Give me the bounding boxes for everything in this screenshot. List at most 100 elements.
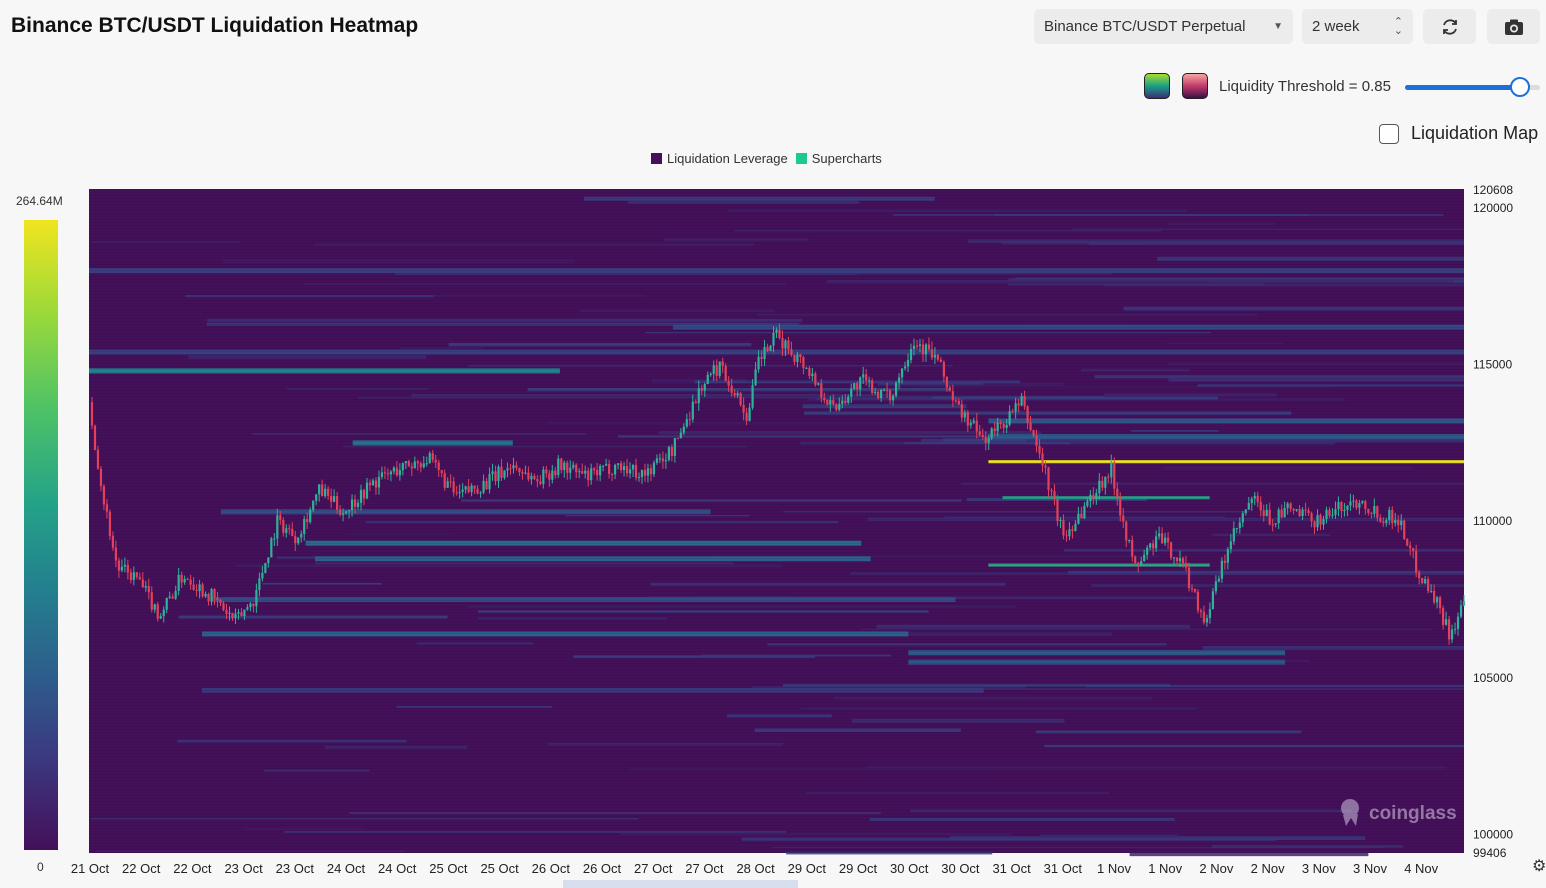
candle-body bbox=[1187, 567, 1191, 589]
candle-body bbox=[1008, 411, 1011, 425]
candle-body bbox=[144, 585, 147, 588]
candle-body bbox=[207, 593, 210, 602]
candle-body bbox=[1172, 557, 1176, 559]
candle-body bbox=[1253, 495, 1256, 499]
candle-body bbox=[285, 528, 288, 533]
candle-body bbox=[368, 482, 372, 486]
candle-body bbox=[1400, 520, 1403, 526]
candle-body bbox=[177, 574, 180, 591]
x-tick-label: 30 Oct bbox=[890, 861, 929, 876]
candle-body bbox=[593, 468, 596, 471]
candle-body bbox=[927, 344, 931, 350]
candle-body bbox=[1089, 494, 1092, 502]
legend-label: Liquidation Leverage bbox=[667, 151, 788, 166]
candle-body bbox=[1364, 501, 1367, 509]
colorbar bbox=[24, 220, 58, 850]
candle-body bbox=[1044, 465, 1047, 468]
time-navigator-brush[interactable] bbox=[563, 880, 798, 888]
screenshot-button[interactable] bbox=[1487, 9, 1540, 44]
candle-body bbox=[694, 401, 697, 404]
candle-body bbox=[330, 495, 333, 502]
candle-body bbox=[897, 377, 901, 383]
candle-body bbox=[987, 437, 990, 443]
range-select-value: 2 week bbox=[1312, 18, 1360, 35]
refresh-button[interactable] bbox=[1423, 9, 1476, 44]
candle-body bbox=[1053, 491, 1056, 499]
exchange-select[interactable]: Binance BTC/USDT Perpetual ▼ bbox=[1034, 9, 1293, 44]
legend-item-liquidation-leverage[interactable]: Liquidation Leverage bbox=[651, 151, 788, 166]
candle-body bbox=[1011, 411, 1014, 413]
candle-body bbox=[652, 462, 656, 475]
threshold-slider-knob[interactable] bbox=[1509, 77, 1530, 97]
candle-body bbox=[1328, 509, 1331, 516]
candle-body bbox=[521, 472, 524, 474]
candle-body bbox=[569, 467, 572, 473]
candle-body bbox=[874, 391, 877, 393]
candle-body bbox=[108, 511, 112, 536]
candle-body bbox=[673, 438, 676, 456]
candle-body bbox=[123, 564, 126, 567]
candle-body bbox=[216, 597, 219, 601]
candle-body bbox=[111, 535, 115, 548]
candle-body bbox=[1059, 519, 1062, 521]
candle-body bbox=[464, 486, 467, 490]
candle-body bbox=[279, 515, 282, 520]
x-tick-label: 4 Nov bbox=[1404, 861, 1438, 876]
candle-body bbox=[479, 492, 482, 494]
candle-body bbox=[273, 538, 276, 540]
candle-body bbox=[1050, 490, 1053, 492]
candle-body bbox=[96, 449, 100, 469]
candle-body bbox=[150, 592, 153, 610]
candle-body bbox=[832, 400, 835, 405]
candle-body bbox=[1250, 498, 1253, 504]
x-tick-label: 23 Oct bbox=[224, 861, 263, 876]
candle-body bbox=[1301, 509, 1304, 517]
candle-body bbox=[757, 356, 760, 370]
candle-body bbox=[1125, 521, 1128, 541]
candle-body bbox=[1310, 513, 1313, 522]
candle-body bbox=[1190, 588, 1194, 590]
candle-body bbox=[1403, 520, 1406, 539]
candle-body bbox=[628, 469, 632, 474]
candle-body bbox=[231, 612, 234, 619]
candle-body bbox=[566, 462, 569, 473]
candle-body bbox=[1313, 521, 1316, 528]
legend-item-supercharts[interactable]: Supercharts bbox=[795, 151, 882, 166]
candle-body bbox=[778, 329, 781, 338]
candle-body bbox=[1283, 507, 1286, 518]
threshold-slider[interactable] bbox=[1405, 77, 1540, 97]
y-tick-label: 100000 bbox=[1473, 827, 1513, 841]
candle-body bbox=[1373, 506, 1376, 514]
candle-body bbox=[1128, 540, 1131, 542]
candle-body bbox=[610, 473, 614, 475]
candle-body bbox=[1427, 579, 1430, 592]
candle-body bbox=[210, 589, 213, 602]
candle-body bbox=[679, 432, 682, 439]
color-scheme-magma-button[interactable] bbox=[1182, 73, 1208, 99]
liquidation-map-checkbox[interactable] bbox=[1379, 124, 1399, 144]
candle-body bbox=[1086, 501, 1089, 506]
candle-body bbox=[640, 470, 644, 477]
candle-body bbox=[327, 488, 330, 496]
candle-body bbox=[649, 468, 653, 475]
candle-body bbox=[1175, 557, 1179, 562]
candle-body bbox=[616, 463, 620, 465]
candle-body bbox=[132, 572, 135, 580]
candle-body bbox=[99, 468, 103, 487]
candle-body bbox=[120, 566, 123, 571]
candle-body bbox=[398, 470, 401, 476]
candle-body bbox=[560, 458, 563, 470]
candle-body bbox=[984, 436, 987, 443]
candle-body bbox=[1166, 537, 1170, 543]
x-tick-label: 2 Nov bbox=[1251, 861, 1285, 876]
candle-body bbox=[999, 422, 1002, 424]
settings-gear-icon[interactable]: ⚙ bbox=[1532, 858, 1546, 875]
candle-body bbox=[246, 607, 249, 610]
color-scheme-viridis-button[interactable] bbox=[1144, 73, 1170, 99]
range-select[interactable]: 2 week ⌃ ⌄ bbox=[1302, 9, 1413, 44]
candle-body bbox=[602, 465, 605, 467]
candle-body bbox=[264, 563, 267, 573]
candle-body bbox=[1412, 548, 1415, 551]
candle-body bbox=[171, 596, 174, 599]
candle-body bbox=[751, 385, 754, 408]
